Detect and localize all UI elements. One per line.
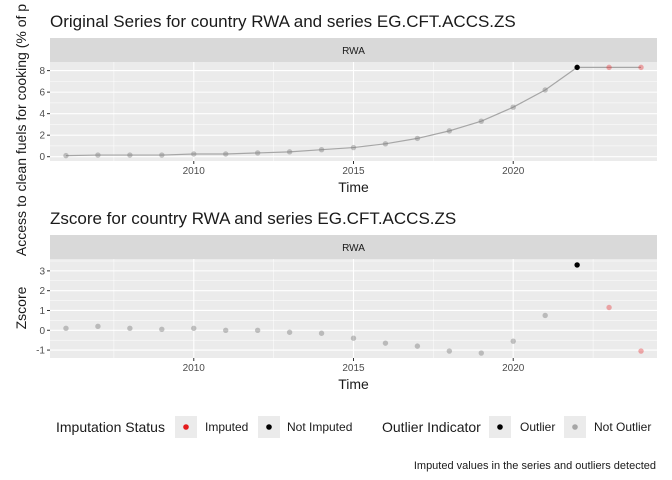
data-point	[223, 151, 229, 157]
data-point	[318, 330, 325, 336]
legend-label-outlier: Outlier	[520, 420, 555, 434]
y-axis-title-original: Access to clean fuels for cooking (% of …	[13, 4, 29, 256]
y-ticks-original: 0 2 4 6 8	[39, 66, 50, 163]
legend-label-not-imputed: Not Imputed	[287, 420, 352, 434]
gridlines-original	[50, 62, 657, 161]
x-tick-label: 2015	[342, 363, 365, 374]
data-point	[254, 327, 261, 333]
y-tick-label: 1	[39, 306, 45, 317]
data-point	[127, 152, 133, 158]
caption: Imputed values in the series and outlier…	[414, 460, 656, 472]
data-point	[542, 312, 548, 319]
data-point	[414, 343, 421, 349]
data-point	[286, 149, 293, 155]
data-point	[318, 147, 325, 153]
y-tick-label: 8	[39, 66, 45, 77]
gridlines-zscore	[50, 259, 657, 358]
data-point	[223, 327, 229, 333]
data-point	[478, 350, 484, 356]
data-point	[191, 151, 197, 157]
chart-zscore: Zscore for country RWA and series EG.CFT…	[13, 209, 657, 392]
y-tick-label: -1	[36, 346, 45, 357]
x-tick-label: 2015	[342, 166, 365, 177]
x-tick-label: 2010	[183, 363, 206, 374]
data-point	[382, 141, 389, 147]
legend-label-imputed: Imputed	[205, 420, 248, 434]
points-zscore	[63, 262, 644, 356]
data-point	[446, 348, 453, 354]
data-point	[446, 128, 453, 134]
data-point	[606, 304, 612, 311]
data-point	[478, 118, 484, 124]
data-point	[414, 135, 421, 142]
data-point	[574, 262, 580, 268]
y-tick-label: 6	[39, 88, 45, 99]
y-tick-label: 0	[39, 326, 45, 337]
legend-marker-not-outlier	[572, 424, 578, 430]
x-tick-label: 2020	[502, 166, 525, 177]
data-point	[286, 329, 293, 335]
data-point	[159, 152, 165, 158]
data-point	[382, 340, 389, 346]
chart-original-series: Original Series for country RWA and seri…	[39, 12, 657, 195]
y-tick-label: 0	[39, 152, 45, 163]
chart-title-zscore: Zscore for country RWA and series EG.CFT…	[50, 209, 456, 228]
legend-marker-outlier	[497, 424, 503, 430]
y-axis-title-zscore: Zscore	[13, 286, 29, 329]
data-point	[574, 64, 580, 71]
facet-label-original: RWA	[342, 46, 365, 57]
y-tick-label: 2	[39, 131, 45, 142]
y-ticks-zscore: -1 0 1 2 3	[36, 266, 50, 357]
x-axis-title-zscore: Time	[338, 376, 369, 392]
facet-strip-original	[50, 38, 657, 62]
legend: Imputation Status Imputed Not Imputed Ou…	[56, 416, 651, 438]
data-point	[510, 338, 516, 344]
facet-strip-zscore	[50, 235, 657, 259]
data-point	[510, 104, 516, 110]
data-point	[350, 144, 357, 151]
data-point	[95, 152, 101, 158]
x-axis-title-original: Time	[338, 179, 369, 195]
data-point	[191, 325, 197, 331]
legend-marker-imputed	[183, 424, 189, 430]
legend-title-outlier: Outlier Indicator	[382, 419, 481, 435]
x-tick-label: 2020	[502, 363, 525, 374]
legend-title-imputation: Imputation Status	[56, 419, 165, 435]
data-point	[159, 326, 165, 332]
legend-marker-not-imputed	[266, 424, 272, 430]
y-tick-label: 2	[39, 286, 45, 297]
facet-label-zscore: RWA	[342, 243, 365, 254]
data-point	[95, 323, 101, 330]
data-point	[254, 150, 261, 156]
chart-title-original: Original Series for country RWA and seri…	[50, 12, 516, 31]
x-ticks-zscore: 2010 2015 2020	[183, 358, 525, 374]
data-point	[638, 348, 644, 354]
data-point	[127, 325, 133, 331]
data-point	[606, 64, 612, 71]
y-tick-label: 4	[39, 109, 45, 120]
data-point	[638, 64, 644, 71]
data-point	[63, 325, 69, 331]
y-tick-label: 3	[39, 266, 45, 277]
points-original	[63, 64, 644, 159]
data-point	[542, 87, 548, 93]
legend-label-not-outlier: Not Outlier	[594, 420, 651, 434]
data-point	[350, 335, 357, 341]
x-tick-label: 2010	[183, 166, 206, 177]
x-ticks-original: 2010 2015 2020	[183, 161, 525, 177]
data-point	[63, 152, 69, 159]
series-line-original	[65, 66, 642, 157]
